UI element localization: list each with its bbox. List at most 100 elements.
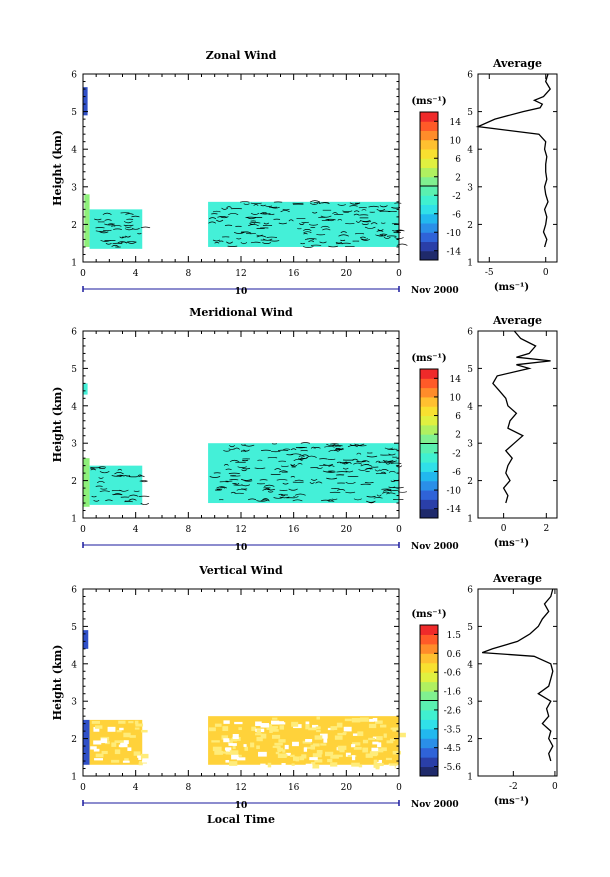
data-cell bbox=[315, 735, 323, 739]
profile-y-tick-label: 4 bbox=[467, 402, 473, 412]
colorbar-label: (ms⁻¹) bbox=[411, 353, 446, 364]
colorbar-segment bbox=[420, 177, 438, 187]
colorbar-segment bbox=[420, 168, 438, 178]
data-cell bbox=[96, 754, 104, 758]
data-cell bbox=[272, 735, 280, 739]
colorbar-segment bbox=[420, 757, 438, 767]
colorbar-segment bbox=[420, 701, 438, 711]
colorbar-tick-label: -0.6 bbox=[444, 669, 462, 679]
data-cell bbox=[94, 749, 100, 752]
profile-title: Average bbox=[492, 572, 542, 585]
colorbar-tick-label: 2 bbox=[455, 173, 461, 183]
data-cell bbox=[278, 739, 285, 742]
data-cell bbox=[226, 752, 234, 754]
y-tick-label: 3 bbox=[71, 440, 77, 450]
colorbar-segment bbox=[420, 644, 438, 654]
colorbar: (ms⁻¹)1.50.6-0.6-1.6-2.6-3.5-4.5-5.6 bbox=[411, 609, 461, 777]
data-cell bbox=[223, 738, 229, 742]
data-cell bbox=[304, 747, 307, 751]
colorbar-segment bbox=[420, 397, 438, 407]
y-tick-label: 2 bbox=[71, 221, 77, 231]
colorbar-tick-label: -2 bbox=[452, 192, 461, 202]
colorbar-segment bbox=[420, 131, 438, 141]
data-cell bbox=[123, 761, 130, 763]
data-cell bbox=[317, 750, 323, 754]
data-cell bbox=[108, 727, 116, 732]
profile-y-tick-label: 1 bbox=[467, 515, 473, 525]
data-cell bbox=[373, 718, 378, 722]
data-cell bbox=[335, 735, 343, 739]
data-cell bbox=[345, 719, 352, 721]
colorbar-segment bbox=[420, 214, 438, 224]
x-axis-label: Local Time bbox=[207, 813, 275, 826]
y-tick-label: 6 bbox=[71, 328, 77, 338]
colorbar-tick-label: -3.5 bbox=[444, 725, 462, 735]
data-cell bbox=[222, 726, 228, 731]
x-tick-label: 0 bbox=[80, 525, 86, 535]
y-tick-label: 5 bbox=[71, 108, 77, 118]
colorbar-tick-label: -10 bbox=[447, 487, 462, 497]
data-cell bbox=[306, 764, 313, 768]
data-cell bbox=[238, 727, 242, 730]
data-cell bbox=[214, 751, 223, 755]
data-cell bbox=[223, 720, 229, 723]
colorbar-segment bbox=[420, 499, 438, 509]
colorbar-tick-label: 14 bbox=[450, 118, 462, 128]
profile-frame bbox=[478, 589, 557, 776]
data-cell bbox=[101, 738, 107, 743]
data-cell bbox=[277, 748, 283, 752]
profile-line bbox=[482, 589, 553, 761]
data-cell bbox=[228, 743, 236, 746]
data-cell bbox=[386, 758, 392, 760]
colorbar-segment bbox=[420, 462, 438, 472]
data-cell bbox=[290, 755, 295, 757]
colorbar-tick-label: -2 bbox=[452, 449, 461, 459]
profile-x-label: (ms⁻¹) bbox=[494, 796, 529, 807]
data-cell bbox=[292, 742, 299, 746]
data-cell bbox=[320, 743, 326, 745]
data-cell bbox=[376, 765, 380, 770]
data-cell bbox=[387, 740, 394, 743]
data-cell bbox=[92, 721, 100, 724]
colorbar-segment bbox=[420, 121, 438, 131]
data-cell bbox=[370, 751, 377, 756]
profile-title: Average bbox=[492, 57, 542, 70]
x-tick-label: 16 bbox=[288, 783, 300, 793]
profile-line bbox=[478, 74, 550, 247]
data-cell bbox=[256, 745, 260, 749]
data-region bbox=[83, 383, 88, 394]
y-tick-label: 6 bbox=[71, 586, 77, 596]
colorbar-tick-label: -6 bbox=[452, 468, 461, 478]
data-cell bbox=[234, 722, 242, 724]
x-tick-label: 4 bbox=[133, 783, 139, 793]
data-cell bbox=[344, 727, 352, 732]
data-cell bbox=[292, 763, 295, 765]
y-axis-label: Height (km) bbox=[51, 130, 64, 206]
date-label: 10 bbox=[235, 543, 248, 553]
data-cell bbox=[305, 724, 309, 729]
data-cell bbox=[268, 763, 271, 768]
x-tick-label: 8 bbox=[185, 269, 191, 279]
data-cell bbox=[369, 724, 376, 728]
profile-y-tick-label: 2 bbox=[467, 735, 473, 745]
data-cell bbox=[384, 733, 387, 737]
y-tick-label: 1 bbox=[71, 773, 77, 783]
data-cell bbox=[124, 740, 129, 744]
profile-y-tick-label: 5 bbox=[467, 108, 473, 118]
colorbar-segment bbox=[420, 416, 438, 426]
data-cell bbox=[237, 757, 245, 760]
panel-title: Vertical Wind bbox=[198, 564, 283, 577]
y-tick-label: 2 bbox=[71, 477, 77, 487]
profile-x-tick-label: -2 bbox=[509, 782, 518, 792]
colorbar-segment bbox=[420, 378, 438, 388]
data-cell bbox=[351, 763, 360, 767]
colorbar-segment bbox=[420, 663, 438, 673]
colorbar-segment bbox=[420, 490, 438, 500]
data-cell bbox=[135, 728, 140, 730]
data-cell bbox=[229, 761, 237, 766]
